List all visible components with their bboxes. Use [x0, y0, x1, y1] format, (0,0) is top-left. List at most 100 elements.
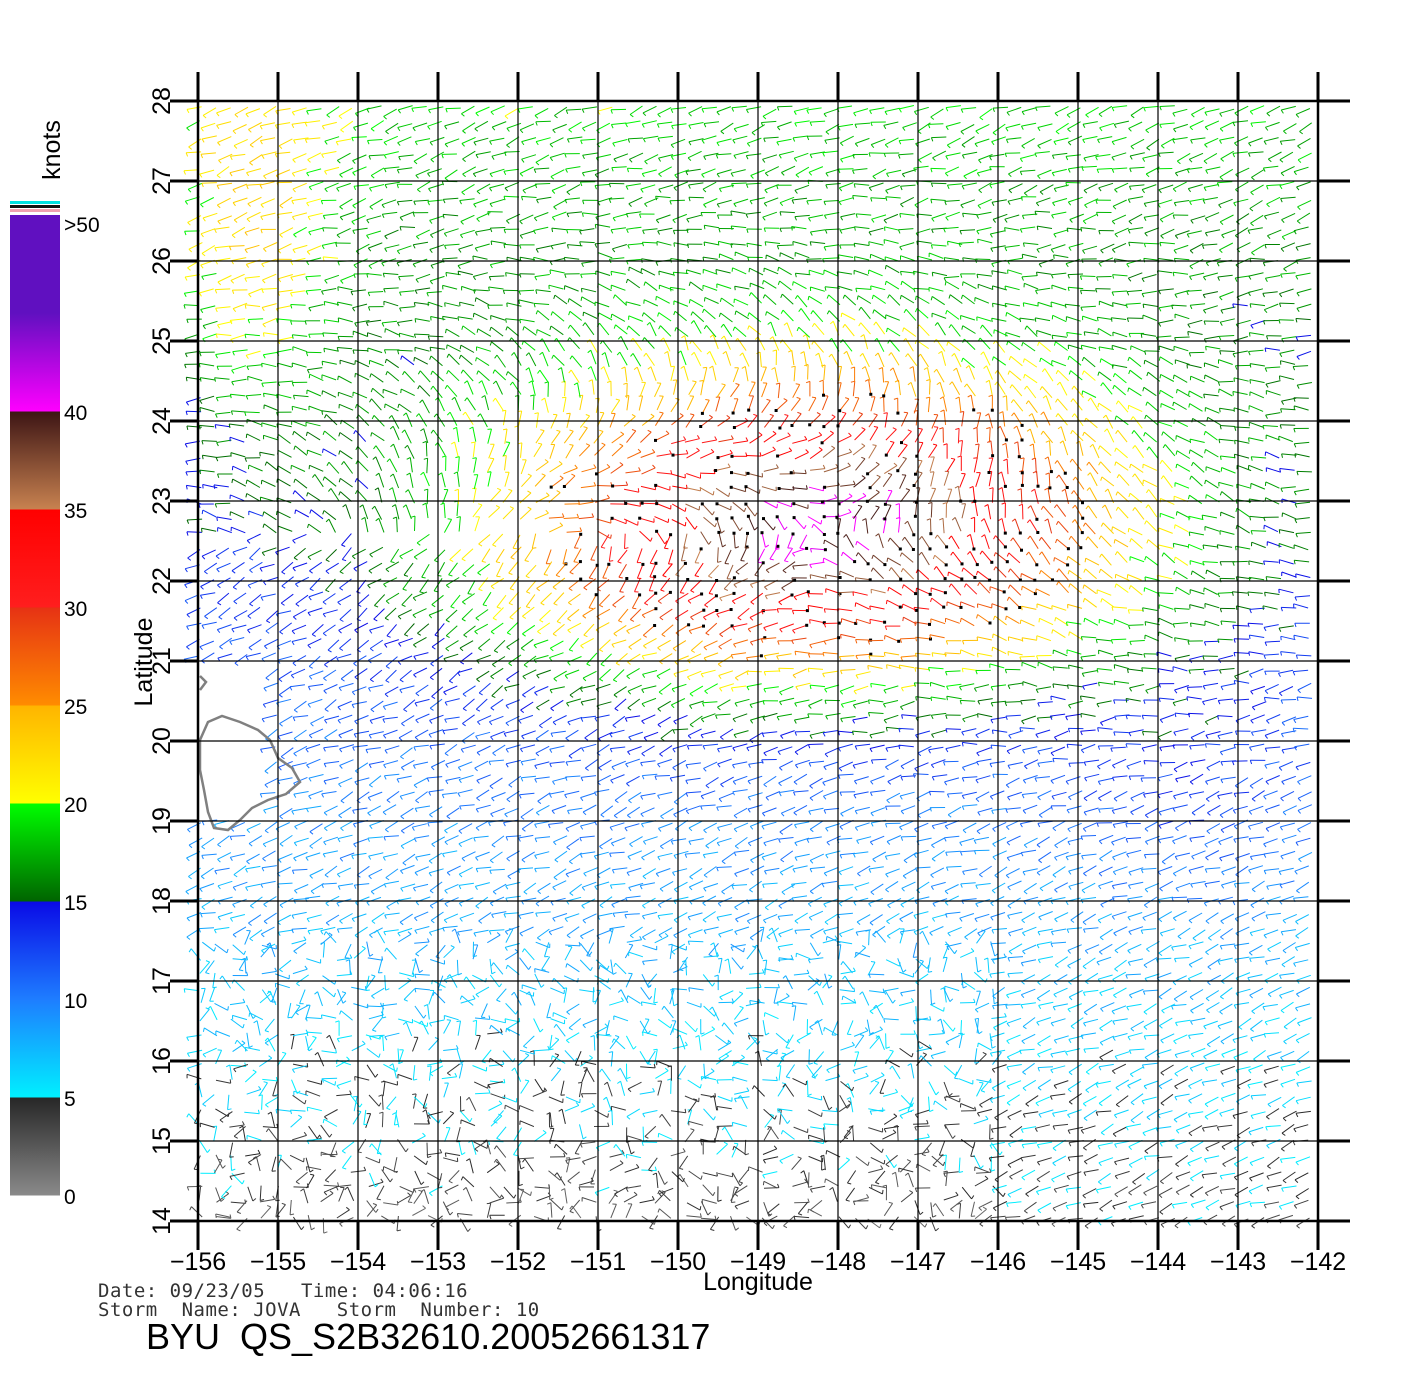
wind-vector-barb [212, 986, 217, 989]
wind-vector [856, 929, 871, 933]
wind-vector-barb [1006, 1066, 1010, 1071]
wind-vector [1146, 941, 1160, 950]
wind-vector [885, 759, 899, 768]
wind-vector [397, 927, 413, 934]
wind-vector-barb [381, 1005, 385, 1010]
wind-vector-barb [645, 1018, 650, 1020]
wind-vector [413, 1191, 423, 1204]
wind-vector [838, 1159, 850, 1171]
wind-vector-barb [446, 872, 451, 876]
wind-vector-barb [201, 906, 206, 910]
wind-vector [1081, 1032, 1096, 1036]
wind-vector-barb [741, 1054, 745, 1058]
wind-vector [490, 730, 505, 738]
wind-vector [280, 1158, 292, 1170]
wind-vector-barb [593, 791, 597, 796]
wind-vector [521, 758, 536, 763]
wind-vector-barb [488, 1140, 491, 1146]
wind-vector-barb [1034, 777, 1038, 782]
wind-vector-barb [1080, 835, 1083, 841]
wind-vector [308, 790, 323, 797]
wind-vector-barb [1280, 855, 1284, 860]
wind-vector [703, 851, 719, 856]
wind-vector-barb [1129, 994, 1133, 999]
wind-vector [624, 823, 640, 829]
wind-vector [627, 746, 642, 753]
wind-vector [446, 865, 461, 873]
wind-vector-barb [929, 807, 932, 812]
wind-vector [1249, 836, 1265, 839]
wind-vector [1279, 989, 1294, 996]
wind-vector [490, 1115, 503, 1127]
wind-vector [747, 914, 762, 922]
wind-vector-barb [1263, 934, 1267, 939]
wind-vector-barb [973, 850, 977, 855]
wind-vector-barb [1206, 1009, 1210, 1014]
wind-vector-barb [859, 1034, 864, 1037]
wind-vector-barb [982, 1206, 987, 1210]
wind-vector [1250, 1111, 1266, 1116]
wind-vector [943, 1171, 959, 1174]
wind-vector-barb [537, 937, 541, 941]
wind-vector [934, 1203, 945, 1217]
wind-vector [687, 728, 702, 737]
wind-vector-barb [354, 781, 358, 786]
wind-vector [808, 957, 824, 961]
wind-vector-barb [515, 1010, 519, 1015]
wind-vector-barb [853, 794, 857, 799]
wind-vector-barb [462, 708, 467, 712]
wind-vector-barb [667, 1078, 672, 1081]
wind-vector [700, 1217, 717, 1220]
wind-vector-barb [702, 745, 706, 750]
wind-vector-barb [349, 1090, 352, 1095]
wind-vector-barb [565, 761, 569, 766]
wind-vector [264, 1034, 279, 1044]
wind-vector [413, 1093, 417, 1109]
wind-vector-barb [1219, 814, 1224, 818]
wind-vector [524, 1158, 534, 1172]
wind-vector [414, 958, 420, 973]
wind-vector-barb [687, 735, 692, 739]
wind-vector-barb [549, 1125, 554, 1128]
wind-vector [1234, 791, 1250, 794]
wind-vector-barb [777, 751, 781, 756]
wind-vector [809, 942, 819, 956]
wind-vector-barb [786, 1039, 790, 1044]
wind-vector-barb [444, 830, 448, 834]
wind-vector-barb [295, 1181, 300, 1185]
wind-vector-barb [383, 734, 387, 739]
wind-vector [1126, 1123, 1141, 1128]
wind-vector-barb [1066, 928, 1070, 933]
wind-vector [582, 804, 597, 813]
wind-vector-barb [458, 779, 462, 784]
wind-vector [899, 820, 914, 828]
wind-vector-barb [960, 1033, 965, 1036]
wind-vector [1036, 865, 1051, 874]
wind-vector-barb [244, 1047, 247, 1052]
wind-vector [457, 929, 473, 933]
wind-vector [505, 951, 519, 961]
wind-vector [688, 1099, 698, 1113]
wind-vector-barb [1174, 1054, 1178, 1059]
wind-vector-barb [944, 902, 949, 906]
wind-vector-barb [1082, 1103, 1087, 1107]
wind-vector [885, 959, 900, 967]
wind-vector [795, 759, 810, 766]
wind-vector [626, 775, 640, 784]
wind-vector-barb [1036, 998, 1041, 1002]
wind-vector-barb [188, 948, 192, 953]
wind-vector [386, 1096, 397, 1109]
wind-vector-barb [1004, 1012, 1007, 1018]
wind-vector-barb [793, 812, 798, 816]
wind-vector [775, 1032, 788, 1044]
wind-vector [1054, 956, 1068, 966]
wind-vector [1262, 1004, 1278, 1008]
wind-vector [1080, 713, 1096, 717]
wind-vector [1083, 1047, 1099, 1050]
wind-vector-barb [432, 991, 435, 997]
wind-vector [1143, 957, 1158, 966]
wind-vector-barb [557, 1228, 562, 1230]
wind-vector-barb [639, 885, 643, 890]
wind-vector [413, 883, 429, 889]
wind-vector [1158, 944, 1172, 954]
